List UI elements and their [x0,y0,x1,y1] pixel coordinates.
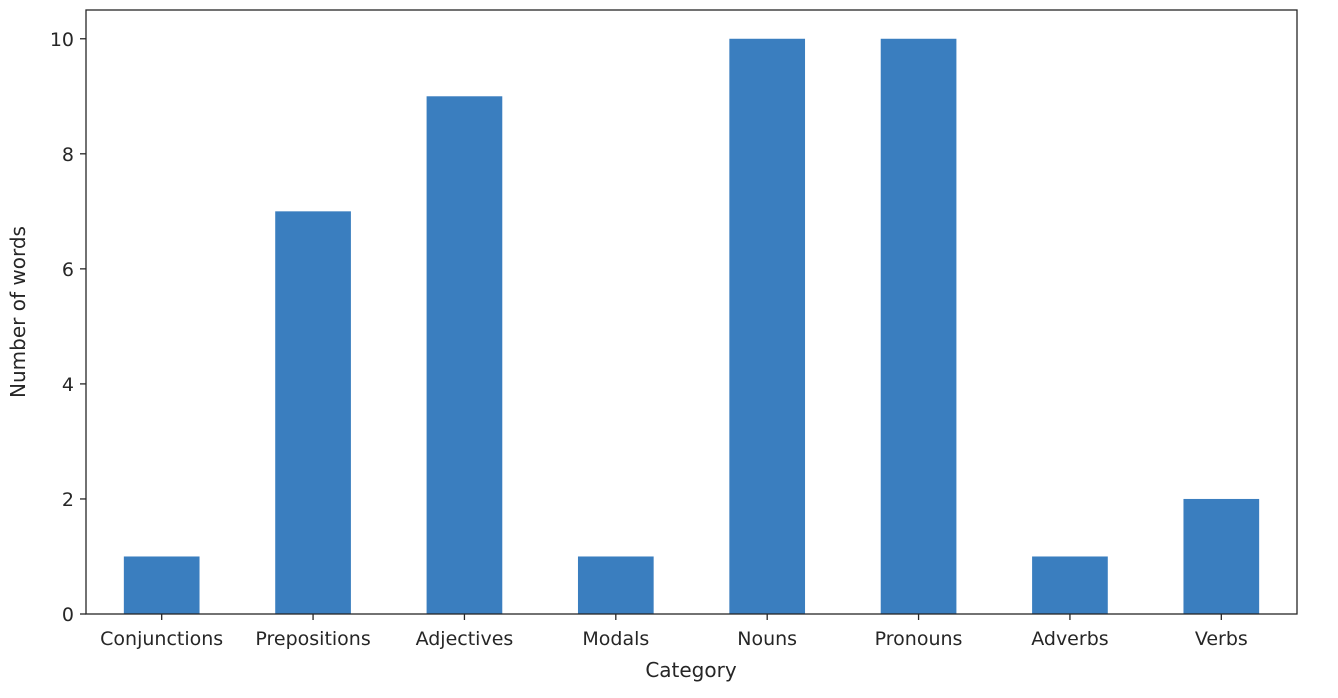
y-tick-label: 10 [50,29,74,51]
bar-prepositions [275,211,351,615]
y-axis-label: Number of words [6,226,30,398]
y-tick-label: 2 [62,489,74,511]
x-tick-label-verbs: Verbs [1195,628,1248,650]
x-axis-ticks: Conjunctions Prepositions Adjectives Modals… [100,614,1248,650]
y-tick-label: 6 [62,259,74,281]
x-tick-label-prepositions: Prepositions [255,628,370,650]
bar-nouns [729,38,806,615]
plot-frame [85,9,1298,615]
x-tick-label-conjunctions: Conjunctions [100,628,223,650]
x-tick-label-nouns: Nouns [737,628,797,650]
bar-modals [577,556,654,614]
x-tick-label-adverbs: Adverbs [1031,628,1108,650]
y-tick-label: 4 [62,374,74,396]
x-tick-label-adjectives: Adjectives [416,628,514,650]
bar-verbs [1183,498,1260,614]
bar-adverbs [1032,556,1108,614]
x-axis-label: Category [645,658,737,682]
x-tick-label-pronouns: Pronouns [875,628,963,650]
bar-conjunctions [123,556,200,614]
y-tick-label: 8 [62,144,74,166]
y-axis-ticks: 0 2 4 6 8 10 [50,29,86,626]
bar-pronouns [880,38,957,615]
y-tick-label: 0 [62,604,74,626]
x-tick-label-modals: Modals [582,628,649,650]
bars-group [123,38,1260,615]
bar-adjectives [426,96,503,615]
